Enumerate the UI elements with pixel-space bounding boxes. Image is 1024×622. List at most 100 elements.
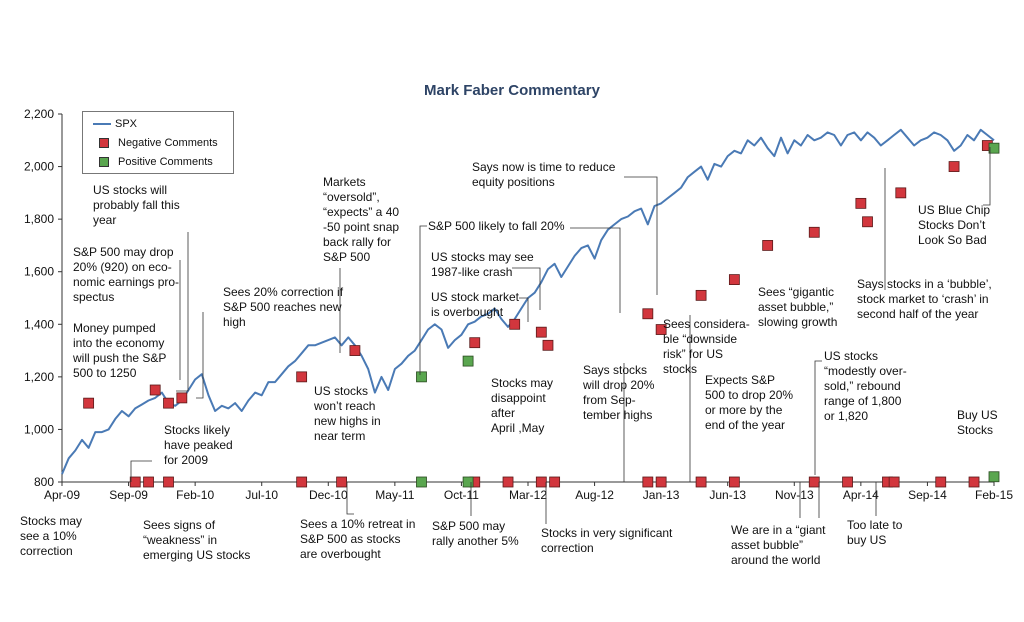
positive-comment-marker [416, 371, 427, 383]
legend-item-spx: SPX [93, 117, 137, 131]
negative-comment-marker [728, 476, 740, 488]
annotation-connector [130, 460, 152, 482]
annotation-connector [176, 232, 189, 392]
annotation: S&P 500 may drop 20% (920) on eco- nomic… [73, 245, 180, 304]
annotation: S&P 500 likely to fall 20% [428, 219, 565, 233]
annotation: Stocks may disappoint after April ,May [491, 376, 554, 435]
negative-comment-marker [895, 187, 907, 199]
negative-comment-marker [336, 476, 348, 488]
negative-comment-marker [968, 476, 980, 488]
annotation: S&P 500 may rally another 5% [432, 519, 519, 548]
legend-item-negative: Negative Comments [93, 136, 218, 150]
negative-comment-marker [149, 384, 161, 396]
x-tick-label: Feb-15 [975, 488, 1013, 502]
annotation: Sees signs of “weakness” in emerging US … [143, 518, 251, 562]
negative-comment-marker [83, 397, 95, 409]
y-tick-label: 800 [34, 475, 54, 489]
annotation: We are in a “giant asset bubble” around … [731, 523, 826, 567]
annotation-connector [196, 312, 204, 399]
annotation: Sees a 10% retreat in S&P 500 as stocks … [300, 517, 416, 561]
y-tick-label: 1,200 [24, 370, 54, 384]
negative-comment-marker [948, 161, 960, 172]
annotation: Expects S&P 500 to drop 20% or more by t… [705, 373, 794, 432]
y-tick-label: 1,600 [24, 265, 54, 279]
negative-comment-marker [542, 339, 554, 351]
legend-swatch-positive [99, 157, 109, 168]
positive-comment-marker [462, 355, 474, 367]
positive-comment-marker [988, 142, 1000, 154]
annotation-connector [512, 267, 541, 310]
x-tick-label: Jul-10 [245, 488, 278, 502]
negative-comment-marker [642, 308, 654, 320]
x-tick-label: Sep-09 [109, 488, 148, 502]
negative-comment-marker [349, 345, 361, 356]
x-tick-label: Dec-10 [309, 488, 348, 502]
x-tick-label: Jan-13 [643, 488, 680, 502]
x-tick-label: Sep-14 [908, 488, 947, 502]
legend-item-positive: Positive Comments [93, 155, 213, 169]
negative-comment-marker [535, 476, 547, 488]
negative-comment-marker [808, 476, 820, 488]
negative-comment-marker [695, 476, 707, 488]
annotation-connector [983, 147, 991, 206]
y-tick-label: 1,400 [24, 317, 54, 331]
negative-comment-marker [808, 226, 820, 238]
negative-comment-marker [935, 476, 947, 488]
negative-comment-marker [862, 216, 873, 228]
annotation-connector [519, 297, 529, 322]
annotation-connector [346, 482, 354, 515]
annotation: Sees 20% correction if S&P 500 reaches n… [223, 285, 344, 329]
x-tick-label: Mar-12 [509, 488, 547, 502]
annotation: US stock market is overbought [431, 290, 520, 319]
annotation-connector [624, 176, 658, 295]
negative-comment-marker [176, 392, 188, 404]
negative-comment-marker [163, 397, 174, 409]
negative-comment-marker [296, 371, 308, 383]
negative-comment-marker [143, 476, 154, 488]
x-tick-label: Apr-09 [44, 488, 80, 502]
annotation: Sees “gigantic asset bubble,” slowing gr… [758, 285, 838, 329]
chart-title: Mark Faber Commentary [424, 82, 600, 99]
negative-comment-marker [296, 476, 308, 488]
negative-comment-marker [728, 274, 740, 286]
negative-comment-marker [535, 326, 547, 338]
negative-comment-marker [695, 289, 707, 301]
annotation-connector [570, 227, 621, 313]
negative-comment-marker [888, 476, 900, 488]
negative-comment-marker [509, 318, 521, 330]
annotation: Says stocks in a ‘bubble’, stock market … [857, 277, 992, 321]
negative-comment-marker [655, 476, 667, 488]
legend-label-positive: Positive Comments [118, 156, 213, 168]
annotation: US stocks “modestly over- sold,” rebound… [824, 349, 907, 423]
x-tick-label: Nov-13 [775, 488, 814, 502]
x-tick-label: Feb-10 [176, 488, 214, 502]
x-tick-label: Oct-11 [444, 488, 479, 502]
positive-comment-marker [462, 476, 474, 488]
annotation: Stocks likely have peaked for 2009 [164, 423, 233, 467]
y-tick-label: 1,000 [24, 422, 54, 436]
chart-legend: SPX Negative Comments Positive Comments [82, 111, 234, 174]
annotation: Stocks may see a 10% correction [20, 514, 83, 558]
negative-comment-marker [655, 324, 667, 335]
negative-comment-marker [469, 337, 481, 349]
x-tick-label: May-11 [375, 488, 414, 502]
legend-swatch-negative [99, 138, 109, 149]
negative-comment-marker [842, 476, 853, 488]
annotation: Says now is time to reduce equity positi… [472, 160, 616, 189]
annotation-connector [419, 225, 427, 375]
positive-comment-marker [988, 471, 1000, 483]
negative-comment-marker [129, 476, 141, 488]
annotation: Too late to buy US [847, 518, 903, 547]
legend-label-negative: Negative Comments [118, 137, 218, 149]
y-tick-label: 2,000 [24, 160, 54, 174]
x-tick-label: Jun-13 [709, 488, 746, 502]
negative-comment-marker [855, 197, 867, 209]
annotation-connector [814, 360, 822, 475]
annotation: US stocks won’t reach new highs in near … [314, 384, 381, 443]
negative-comment-marker [502, 476, 514, 488]
x-tick-label: Aug-12 [575, 488, 614, 502]
annotation: US stocks may see 1987-like crash [431, 250, 534, 279]
positive-comment-marker [416, 476, 427, 488]
annotation: US Blue Chip Stocks Don’t Look So Bad [918, 203, 991, 247]
y-tick-label: 1,800 [24, 212, 54, 226]
